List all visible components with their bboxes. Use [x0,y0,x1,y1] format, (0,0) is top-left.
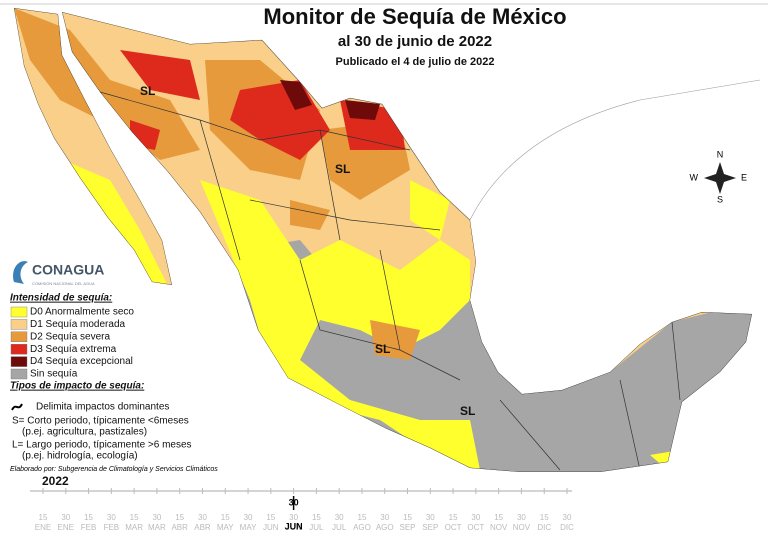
legend-label: D2 Sequía severa [30,331,110,342]
credit: Elaborado por: Subgerencia de Climatolog… [10,466,218,473]
compass-s: S [717,194,723,204]
region [200,180,480,470]
timeline-month: FEB [104,523,120,532]
legend-swatch [10,319,28,330]
timeline-day: 15 [175,513,184,522]
impact-item: (p.ej. hidrología, ecología) [22,451,138,462]
state-borders [14,8,752,472]
timeline-day: 30 [335,513,344,522]
legend-swatch [10,331,28,342]
timeline-day: 15 [403,513,412,522]
timeline-day: 15 [312,513,321,522]
timeline-day: 15 [39,513,48,522]
timeline-day: 30 [471,513,480,522]
timeline-month: JUL [309,523,324,532]
legend-label: D4 Sequía excepcional [30,356,133,367]
impact-item: L= Largo periodo, típicamente >6 meses [12,440,192,451]
timeline-day: 30 [289,513,298,522]
timeline-month: SEP [400,523,416,532]
title: Monitor de Sequía de México [263,4,566,29]
timeline-month: OCT [445,523,462,532]
compass: N S E W [690,149,748,204]
timeline-month: JUN [263,523,279,532]
legend-swatch [10,306,28,318]
region [120,50,405,160]
impact-item: S= Corto periodo, típicamente <6meses [12,416,189,427]
map-label: SL [140,84,155,98]
map-label: SL [375,342,390,356]
timeline-day: 15 [266,513,275,522]
timeline-day: 30 [107,513,116,522]
logo-tagline: COMISIÓN NACIONAL DEL AGUA [32,281,95,286]
logo-name: CONAGUA [32,262,104,278]
legend-title: Intensidad de sequía: [10,293,112,304]
timeline-current-day: 30 [289,497,299,507]
map-label: SL [335,162,350,176]
compass-n: N [717,149,724,159]
region [280,80,380,120]
timeline-day: 30 [198,513,207,522]
timeline-month: MAR [125,523,143,532]
timeline-day: 30 [61,513,70,522]
timeline-month: OCT [467,523,484,532]
timeline-month: ABR [171,523,188,532]
compass-e: E [741,172,747,182]
impact-item: Delimita impactos dominantes [36,402,169,413]
timeline-month: ABR [194,523,211,532]
timeline-month: MAY [217,523,234,532]
timeline-day: 30 [517,513,526,522]
legend-swatch [10,368,28,380]
timeline-day: 15 [358,513,367,522]
timeline-day: 30 [380,513,389,522]
legend-swatch [10,344,28,355]
impact-item: (p.ej. agricultura, pastizales) [22,427,147,438]
subtitle: al 30 de junio de 2022 [338,33,492,50]
timeline-month: MAR [148,523,166,532]
timeline-month: JUN [286,523,302,532]
timeline-month: DIC [560,523,574,532]
legend-label: D1 Sequía moderada [30,319,126,330]
timeline-month: ENE [58,523,74,532]
timeline-day: 30 [152,513,161,522]
timeline-day: 15 [494,513,503,522]
timeline: 2022 15ENE30ENE15FEB30FEB15MAR30MAR15ABR… [30,474,574,532]
impact-title: Tipos de impacto de sequía: [10,381,144,392]
timeline-day: 15 [84,513,93,522]
legend-label: Sin sequía [30,369,78,380]
timeline-month: NOV [513,523,531,532]
timeline-day: 30 [563,513,572,522]
timeline-month: AGO [376,523,394,532]
legend-label: D0 Anormalmente seco [30,307,134,318]
timeline-month: JUL [332,523,347,532]
legend-label: D3 Sequía extrema [30,344,117,355]
timeline-month: NOV [490,523,508,532]
timeline-day: 15 [449,513,458,522]
timeline-day: 30 [244,513,253,522]
timeline-current-month: JUN [285,521,303,531]
timeline-day: 15 [130,513,139,522]
timeline-month: FEB [81,523,97,532]
timeline-month: DIC [537,523,551,532]
timeline-month: SEP [422,523,438,532]
compass-w: W [690,172,699,182]
timeline-month: MAY [240,523,257,532]
timeline-month: AGO [353,523,371,532]
region [40,150,680,472]
legend-swatch [10,356,28,367]
legend: Intensidad de sequía: Tipos de impacto d… [10,293,218,473]
timeline-month: ENE [35,523,51,532]
map-label: SL [460,404,475,418]
published: Publicado el 4 de julio de 2022 [336,56,495,68]
timeline-day: 30 [426,513,435,522]
timeline-day: 15 [540,513,549,522]
timeline-day: 15 [221,513,230,522]
logo: CONAGUA COMISIÓN NACIONAL DEL AGUA [13,261,104,286]
timeline-year: 2022 [42,474,69,488]
